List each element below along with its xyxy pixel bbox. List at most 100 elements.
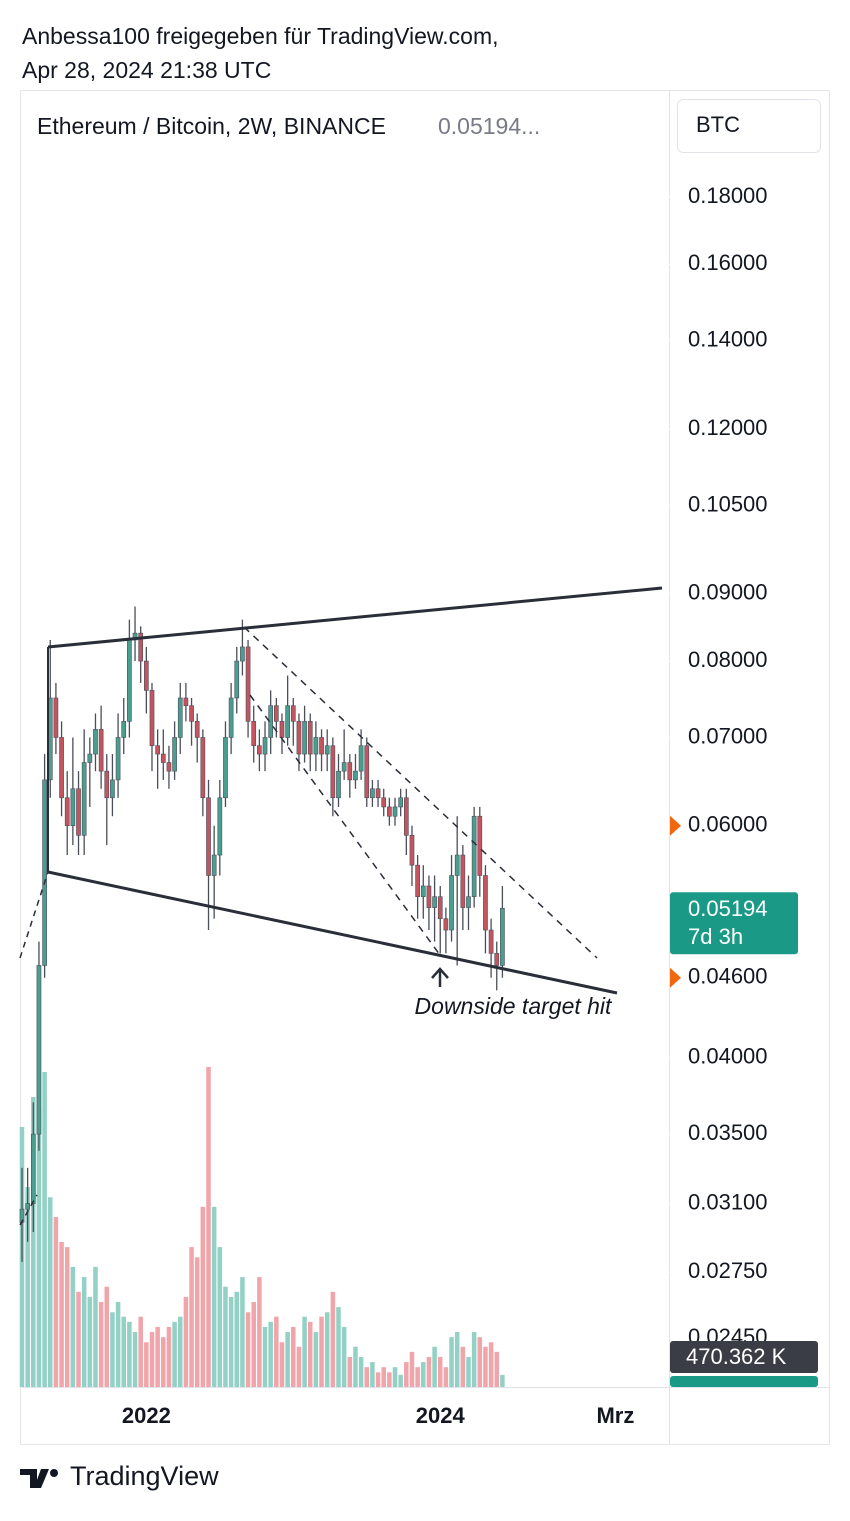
candle-body [149, 690, 155, 747]
candle-body [211, 854, 217, 876]
volume-bar [443, 1367, 449, 1387]
volume-bar [177, 1316, 183, 1387]
volume-bar [268, 1321, 273, 1387]
candle-body [319, 737, 324, 755]
candle-body [347, 762, 353, 781]
y-tick-label: 0.03100 [688, 1189, 768, 1214]
volume-bar [132, 1332, 138, 1387]
volume-bar [211, 1206, 217, 1387]
candle-body [477, 815, 483, 876]
candle-body [110, 779, 115, 799]
candle-body [358, 745, 364, 772]
volume-bar [432, 1346, 437, 1387]
volume-bar [228, 1296, 234, 1387]
alert-marker [670, 967, 681, 988]
legend-bg [24, 106, 574, 150]
candle-body [375, 788, 381, 799]
volume-bar [98, 1302, 104, 1387]
candle-body [262, 737, 268, 755]
x-tick-label: Mrz [596, 1403, 634, 1428]
candle-body [189, 705, 194, 722]
volume-bar [76, 1291, 81, 1387]
volume-bar [324, 1312, 330, 1387]
volume-bar [330, 1291, 336, 1387]
candle-body [415, 864, 420, 897]
candle-body [290, 705, 296, 722]
candle-body [353, 770, 358, 781]
volume-bar [217, 1247, 223, 1387]
y-tick-label: 0.09000 [688, 579, 768, 604]
candle-body [251, 721, 257, 747]
symbol-price: 0.05194... [438, 113, 540, 139]
candle-body [245, 646, 251, 722]
volume-bar [370, 1362, 375, 1387]
candle-body [437, 896, 443, 919]
currency-button[interactable] [677, 99, 821, 153]
volume-bar [53, 1217, 59, 1387]
volume-bar [483, 1346, 488, 1387]
volume-bar [494, 1351, 500, 1387]
volume-bar [313, 1332, 319, 1387]
y-tick-label: 0.03500 [688, 1120, 768, 1145]
volume-bar [398, 1374, 403, 1387]
volume-bar [477, 1337, 483, 1387]
candle-body [206, 797, 211, 876]
candle-body [398, 797, 404, 808]
candle-body [228, 697, 234, 738]
arrow-head [431, 967, 449, 979]
volume-bar [302, 1316, 307, 1387]
volume-bar [149, 1332, 155, 1387]
candle-body [409, 835, 415, 866]
volume-bar [285, 1332, 290, 1387]
volume-bar [189, 1247, 194, 1387]
candle-body [81, 762, 87, 836]
volume-bar [70, 1266, 76, 1387]
candle-body [443, 918, 449, 931]
candle-body [144, 660, 149, 691]
candle-body [30, 1133, 36, 1204]
candle-body [330, 745, 336, 799]
candle-body [471, 815, 477, 897]
symbol-title: Ethereum / Bitcoin, 2W, BINANCE [37, 113, 386, 139]
candle-body [104, 770, 110, 799]
volume-bar [449, 1337, 454, 1387]
volume-bar [172, 1321, 177, 1387]
candle-body [76, 788, 81, 836]
volume-bar [466, 1356, 471, 1387]
candle-body [364, 745, 370, 799]
volume-bar [240, 1277, 245, 1387]
volume-bar [471, 1332, 477, 1387]
candle-body [42, 779, 47, 966]
candle-body [336, 770, 341, 799]
volume-bar [25, 1187, 30, 1387]
y-tick-label: 0.06000 [688, 812, 768, 837]
y-tick-label: 0.07000 [688, 723, 768, 748]
candle-body [296, 721, 302, 755]
candle-body [64, 797, 70, 826]
candle-body [257, 745, 262, 755]
y-tick-label: 0.10500 [688, 491, 768, 516]
candle-body [70, 788, 76, 826]
volume-bar [206, 1066, 211, 1387]
candle-body [87, 753, 93, 763]
volume-bar [488, 1342, 494, 1387]
y-tick-label: 0.04000 [688, 1044, 768, 1069]
volume-bar [144, 1342, 149, 1387]
volume-bar [87, 1296, 93, 1387]
volume-bar [262, 1326, 268, 1387]
candle-body [500, 907, 505, 966]
candle-body [460, 854, 466, 908]
candle-body [285, 705, 290, 738]
volume-bar [364, 1367, 370, 1387]
candle-body [25, 1203, 30, 1210]
candle-body [93, 729, 98, 755]
drawings [19, 586, 663, 1226]
currency[interactable]: BTC [696, 112, 740, 137]
x-tick-label: 2022 [122, 1403, 171, 1428]
dashed-line [243, 626, 598, 959]
volume-bar [183, 1296, 189, 1387]
volume-bar [257, 1277, 262, 1387]
volume-bar [387, 1372, 392, 1387]
candle-body [98, 729, 104, 772]
